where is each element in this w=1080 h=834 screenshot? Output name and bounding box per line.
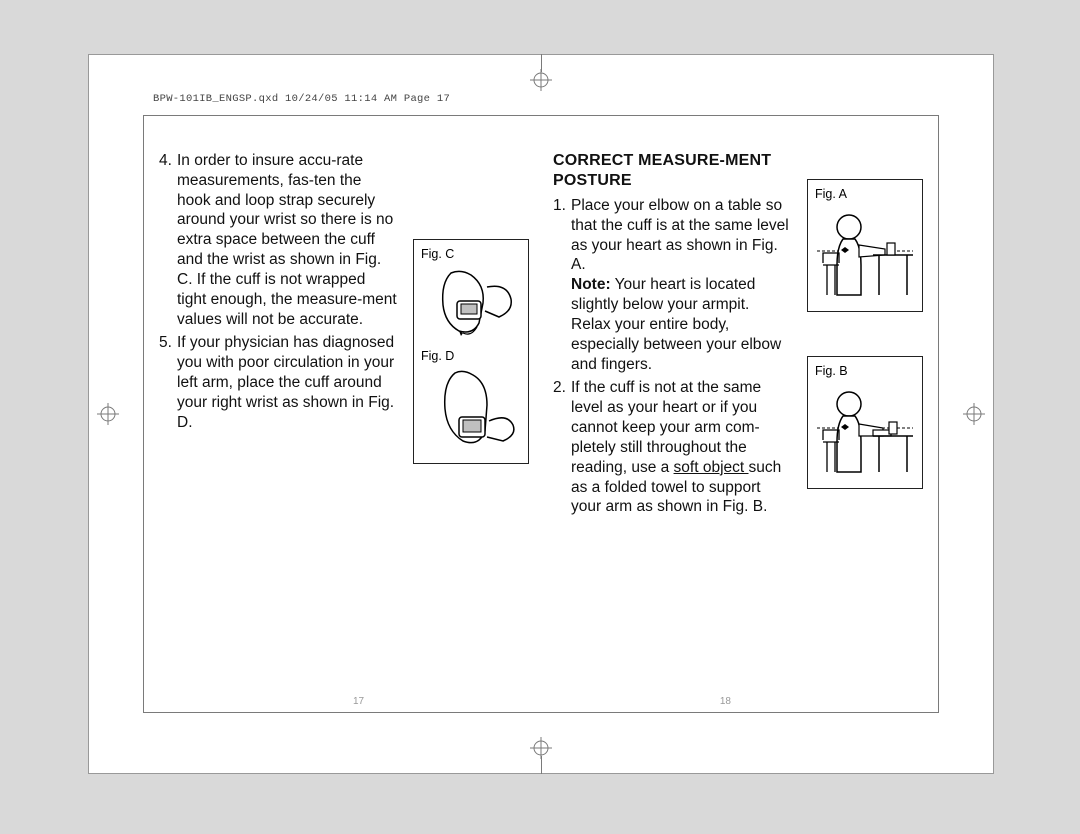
item-body: In order to insure accu-rate measurement… <box>177 151 397 329</box>
fig-c-label: Fig. C <box>421 247 521 261</box>
paper-sheet: BPW-101IB_ENGSP.qxd 10/24/05 11:14 AM Pa… <box>88 54 994 774</box>
item-number: 5. <box>159 333 177 432</box>
note-label: Note: <box>571 276 611 293</box>
page-spread: 4. In order to insure accu-rate measurem… <box>153 151 929 693</box>
fig-a-label: Fig. A <box>815 187 915 201</box>
soft-object-underline: soft object <box>674 459 749 476</box>
item-number: 1. <box>553 196 571 374</box>
item-number: 2. <box>553 378 571 517</box>
registration-mark-bottom <box>530 737 552 759</box>
registration-mark-left <box>97 403 119 425</box>
fig-b-illustration <box>815 380 915 480</box>
item-body: If the cuff is not at the same level as … <box>571 378 791 517</box>
doc-header: BPW-101IB_ENGSP.qxd 10/24/05 11:14 AM Pa… <box>153 93 450 105</box>
left-text-column: 4. In order to insure accu-rate measurem… <box>159 151 397 693</box>
page-number-right: 18 <box>720 696 731 707</box>
right-text-column: CORRECT MEASURE-MENT POSTURE 1. Place yo… <box>553 151 791 693</box>
item-number: 4. <box>159 151 177 329</box>
fig-d-label: Fig. D <box>421 349 521 363</box>
section-heading: CORRECT MEASURE-MENT POSTURE <box>553 151 791 192</box>
registration-mark-top <box>530 69 552 91</box>
list-item: 1. Place your elbow on a table so that t… <box>553 196 791 374</box>
page-left: 4. In order to insure accu-rate measurem… <box>153 151 535 693</box>
list-item: 2. If the cuff is not at the same level … <box>553 378 791 517</box>
item-body: Place your elbow on a table so that the … <box>571 196 791 374</box>
fig-a-illustration <box>815 203 915 303</box>
registration-mark-right <box>963 403 985 425</box>
right-figure-column: Fig. A Fig. B <box>807 151 923 693</box>
fig-d-illustration <box>421 365 521 455</box>
fig-b-label: Fig. B <box>815 364 915 378</box>
figure-b-box: Fig. B <box>807 356 923 489</box>
figure-cd-box: Fig. C Fig. D <box>413 239 529 464</box>
page-right: CORRECT MEASURE-MENT POSTURE 1. Place yo… <box>547 151 929 693</box>
list-item: 5. If your physician has diagnosed you w… <box>159 333 397 432</box>
left-figure-column: Fig. C Fig. D <box>413 151 529 693</box>
item-body: If your physician has diagnosed you with… <box>177 333 397 432</box>
figure-a-box: Fig. A <box>807 179 923 312</box>
fig-c-illustration <box>421 263 521 343</box>
list-item: 4. In order to insure accu-rate measurem… <box>159 151 397 329</box>
page-number-left: 17 <box>353 696 364 707</box>
